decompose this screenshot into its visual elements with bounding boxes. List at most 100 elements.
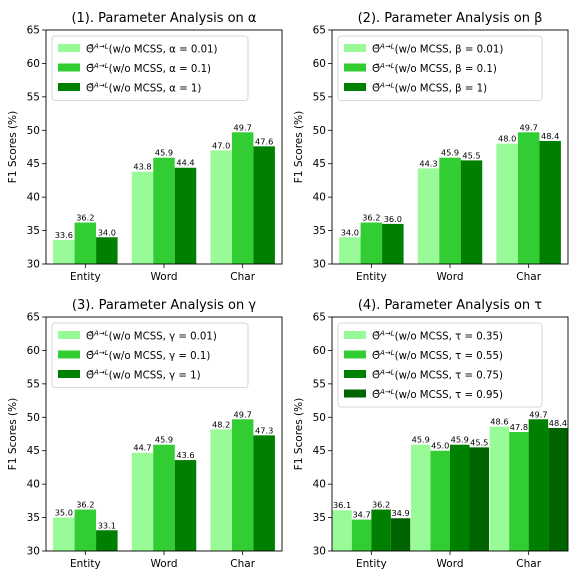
bar [360,222,383,264]
data-label: 45.0 [431,441,449,451]
legend-label: Θ̃A→L(w/o MCSS, τ = 0.35) [372,330,503,343]
data-label: 43.6 [176,450,194,460]
x-tick-label: Word [437,271,464,283]
y-tick-label: 45 [27,445,40,457]
y-tick-label: 60 [27,58,40,70]
bar [53,517,75,551]
bar [153,444,175,551]
data-label: 49.7 [234,122,252,132]
y-tick-label: 60 [313,345,326,357]
y-tick-label: 45 [313,158,326,170]
bar [74,222,97,264]
y-tick-label: 40 [27,192,40,204]
chart-title: (3). Parameter Analysis on γ [72,298,256,313]
x-tick-label: Entity [356,558,387,570]
bar [74,509,97,551]
legend-box [337,322,543,408]
data-label: 45.9 [451,435,469,445]
data-label: 45.9 [155,435,173,445]
legend-swatch [344,83,366,91]
y-tick-label: 65 [27,312,40,324]
bar [153,157,175,264]
bar [96,237,118,264]
data-label: 48.0 [498,134,516,144]
legend-swatch [344,389,366,398]
y-axis-label: F1 Scores (%) [7,398,19,470]
x-tick-label: Word [151,271,178,283]
legend-swatch [344,63,366,72]
data-label: 45.9 [412,435,430,445]
data-label: 44.7 [133,443,151,453]
bar [439,157,461,264]
x-tick-label: Char [230,271,255,283]
x-tick-label: Word [437,558,464,570]
bar [382,223,404,264]
data-label: 36.0 [384,214,402,224]
bar [450,444,470,551]
legend: Θ̃A→L(w/o MCSS, β = 0.01) Θ̃A→L(w/o MCSS,… [337,35,543,101]
bar [509,431,529,551]
bar [517,132,540,264]
data-label: 45.5 [470,437,488,447]
bar [390,518,411,551]
legend-label: Θ̃A→L(w/o MCSS, τ = 0.95) [372,388,503,401]
bar [469,447,489,551]
legend: Θ̃A→L(w/o MCSS, γ = 0.01) Θ̃A→L(w/o MCSS,… [51,322,249,388]
legend-label: Θ̃A→L(w/o MCSS, γ = 0.01) [86,330,217,343]
data-label: 34.9 [391,508,409,518]
y-tick-label: 50 [313,412,326,424]
legend-box [51,322,249,388]
y-tick-label: 40 [27,479,40,491]
data-label: 36.2 [76,213,94,223]
data-label: 49.7 [520,122,538,132]
legend-label: Θ̃A→L(w/o MCSS, γ = 0.1) [86,349,210,362]
data-label: 47.6 [255,136,273,146]
x-tick-label: Entity [70,271,101,283]
legend-swatch [58,63,80,72]
axes-frame [331,316,569,552]
x-tick-label: Entity [70,558,101,570]
legend-label: Θ̃A→L(w/o MCSS, β = 0.01) [372,43,503,56]
y-axis-label: F1 Scores (%) [293,398,305,470]
legend-label: Θ̃A→L(w/o MCSS, α = 0.01) [86,43,218,56]
legend-swatch [344,44,366,52]
bar [174,167,197,264]
legend-box [51,35,249,101]
bar [460,160,483,264]
legend-label: Θ̃A→L(w/o MCSS, τ = 0.55) [372,349,503,362]
legend: Θ̃A→L(w/o MCSS, α = 0.01) Θ̃A→L(w/o MCSS,… [51,35,249,101]
data-label: 43.8 [133,162,151,172]
data-label: 34.7 [352,510,370,520]
data-label: 34.0 [98,227,116,237]
bar [351,519,372,551]
y-tick-label: 40 [313,479,326,491]
chart-panel-3: (3). Parameter Analysis on γ F1 Scores (%… [7,298,283,570]
bar [539,140,561,264]
legend-box [337,35,543,101]
bar [174,460,197,551]
y-axis-label: F1 Scores (%) [293,111,305,183]
data-label: 47.8 [510,422,528,432]
bar [96,530,118,551]
bar [417,168,440,264]
y-tick-label: 30 [27,259,40,271]
legend-swatch [58,370,80,378]
chart-title: (1). Parameter Analysis on α [71,11,256,26]
legend-label: Θ̃A→L(w/o MCSS, γ = 1) [86,369,201,382]
y-tick-label: 55 [313,91,326,103]
bar [528,419,549,551]
data-label: 44.4 [176,158,194,168]
data-label: 36.2 [372,500,390,510]
legend-swatch [58,331,80,339]
y-tick-label: 55 [27,91,40,103]
data-label: 44.3 [419,158,437,168]
chart-title: (2). Parameter Analysis on β [358,11,543,26]
data-label: 47.0 [212,140,230,150]
legend-swatch [58,83,80,91]
data-label: 35.0 [55,508,73,518]
y-tick-label: 55 [313,378,326,390]
bar [496,143,518,264]
legend-swatch [344,370,366,378]
